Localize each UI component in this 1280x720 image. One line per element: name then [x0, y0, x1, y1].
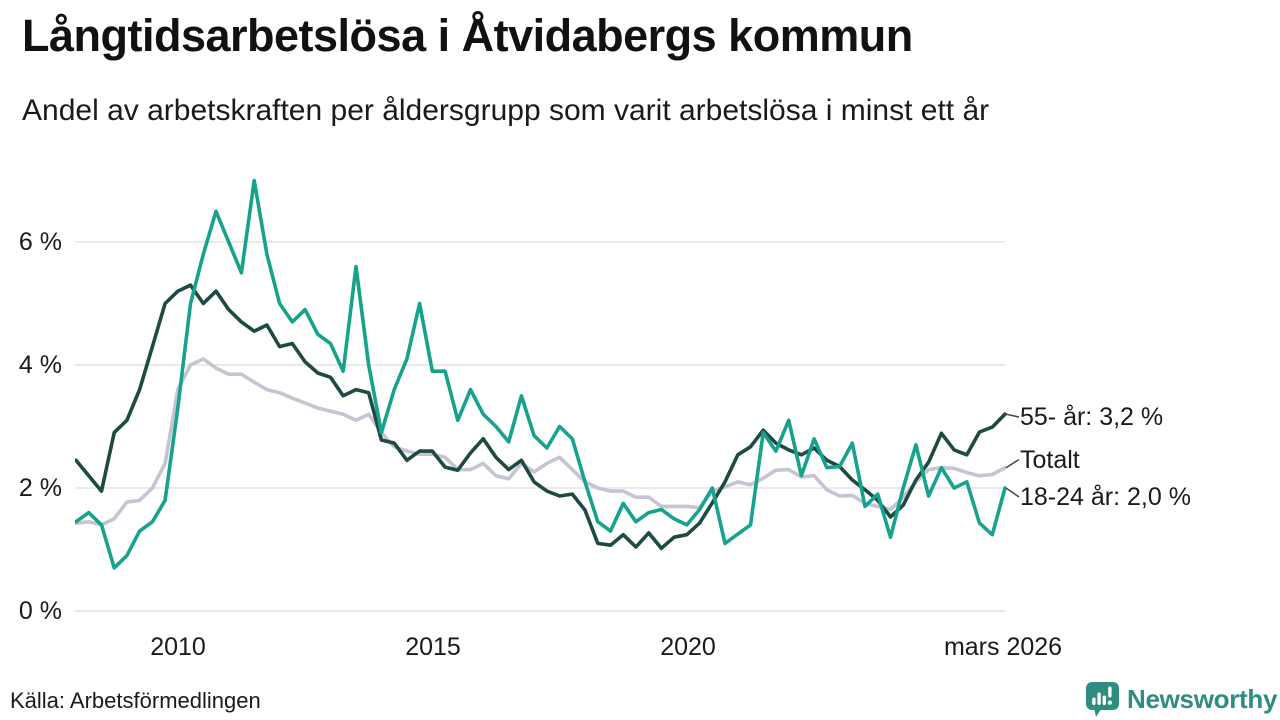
label-connector-totalt [1005, 458, 1020, 469]
label-connector-55-r [1005, 413, 1020, 418]
label-connector-18-24-r [1005, 487, 1020, 498]
series-line-18-24-r [75, 178, 1007, 570]
source-attribution: Källa: Arbetsförmedlingen [10, 688, 261, 713]
line-chart-plot-area [75, 178, 1020, 612]
x-axis-tick-2020: 2020 [660, 633, 716, 661]
y-axis-tick-2: 2 % [18, 474, 62, 502]
newsworthy-logo: Newsworthy [1085, 681, 1277, 718]
y-axis-tick-6: 6 % [18, 228, 62, 256]
y-axis-tick-4: 4 % [18, 351, 62, 379]
series-line-55-r [75, 283, 1007, 551]
page-title: Långtidsarbetslösa i Åtvidabergs kommun [22, 10, 913, 61]
series-label-18-24-ar: 18-24 år: 2,0 % [1020, 483, 1191, 511]
newsworthy-bubble-icon [1086, 682, 1119, 717]
series-line-totalt [75, 357, 1007, 527]
x-axis-tick-2010: 2010 [150, 633, 206, 661]
y-axis-tick-0: 0 % [18, 597, 62, 625]
page-subtitle: Andel av arbetskraften per åldersgrupp s… [22, 94, 990, 127]
newsworthy-wordmark: Newsworthy [1127, 684, 1278, 714]
x-axis-tick-mars-2026: mars 2026 [943, 633, 1063, 661]
series-label-totalt: Totalt [1020, 446, 1080, 474]
x-axis-tick-2015: 2015 [405, 633, 461, 661]
series-label-55-ar: 55- år: 3,2 % [1020, 403, 1164, 431]
